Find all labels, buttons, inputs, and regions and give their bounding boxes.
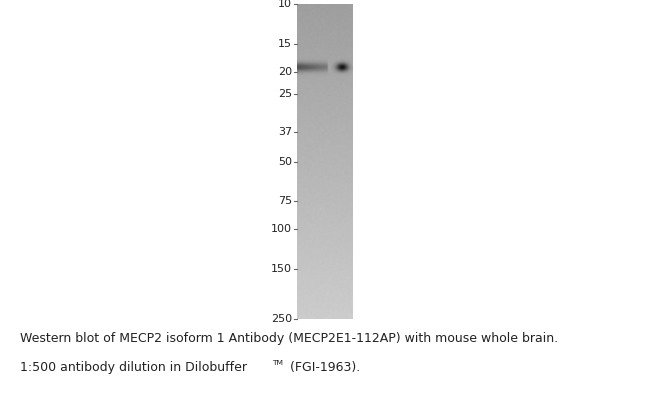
- Text: 100: 100: [271, 225, 293, 234]
- Text: 75: 75: [278, 196, 292, 206]
- Text: (FGI-1963).: (FGI-1963).: [286, 361, 360, 374]
- Text: TM: TM: [272, 360, 283, 366]
- Text: 20: 20: [278, 67, 292, 77]
- Text: 15: 15: [278, 39, 292, 49]
- Text: 10: 10: [278, 0, 292, 9]
- Text: 150: 150: [271, 264, 293, 274]
- Text: Western blot of MECP2 isoform 1 Antibody (MECP2E1-112AP) with mouse whole brain.: Western blot of MECP2 isoform 1 Antibody…: [20, 332, 558, 345]
- Text: 250: 250: [271, 314, 293, 324]
- Text: 50: 50: [278, 157, 292, 166]
- Text: 37: 37: [278, 127, 292, 137]
- Text: 1:500 antibody dilution in Dilobuffer: 1:500 antibody dilution in Dilobuffer: [20, 361, 246, 374]
- Text: 25: 25: [278, 89, 292, 99]
